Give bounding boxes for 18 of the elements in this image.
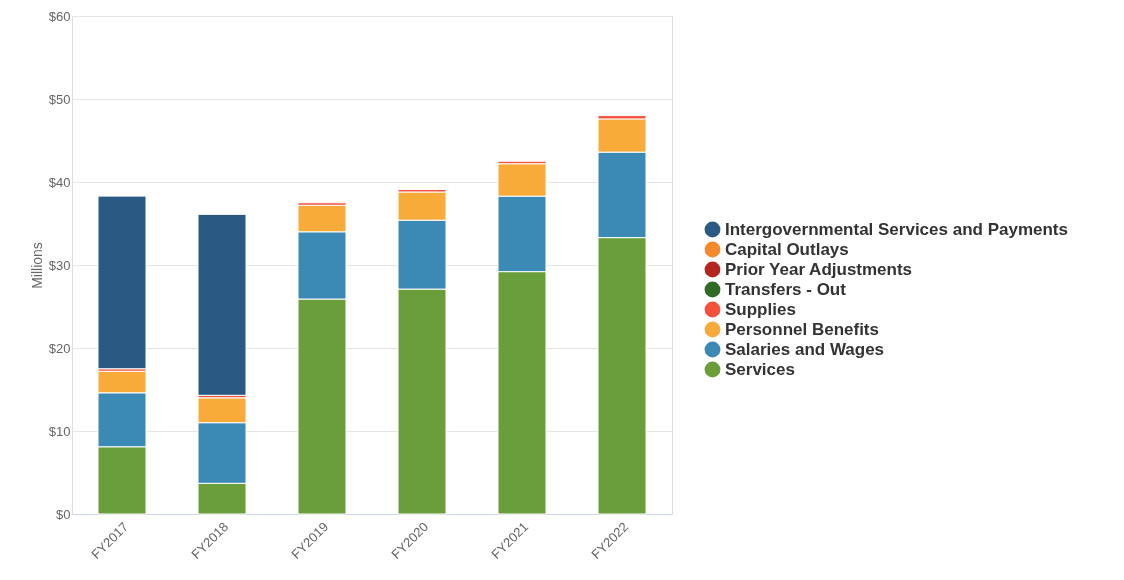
legend-label: Prior Year Adjustments [725,259,913,279]
bar [97,195,147,370]
legend-label: Intergovernmental Services and Payments [725,219,1068,239]
legend-label: Supplies [725,299,796,319]
legend-label: Capital Outlays [725,239,849,259]
y-tick-label: $40 [48,174,71,190]
legend-label: Salaries and Wages [725,339,885,359]
y-tick-label: $0 [56,506,71,522]
y-tick-label: $10 [48,423,71,439]
y-tick-label: $20 [48,340,71,356]
legend-label: Transfers - Out [725,279,847,299]
legend-label: Personnel Benefits [725,319,879,339]
y-tick-label: $30 [48,257,71,273]
y-tick-label: $60 [48,8,71,24]
bar [197,213,247,396]
y-axis-title: Millions [28,242,45,289]
legend-label: Services [725,359,795,379]
y-tick-label: $50 [48,91,71,107]
